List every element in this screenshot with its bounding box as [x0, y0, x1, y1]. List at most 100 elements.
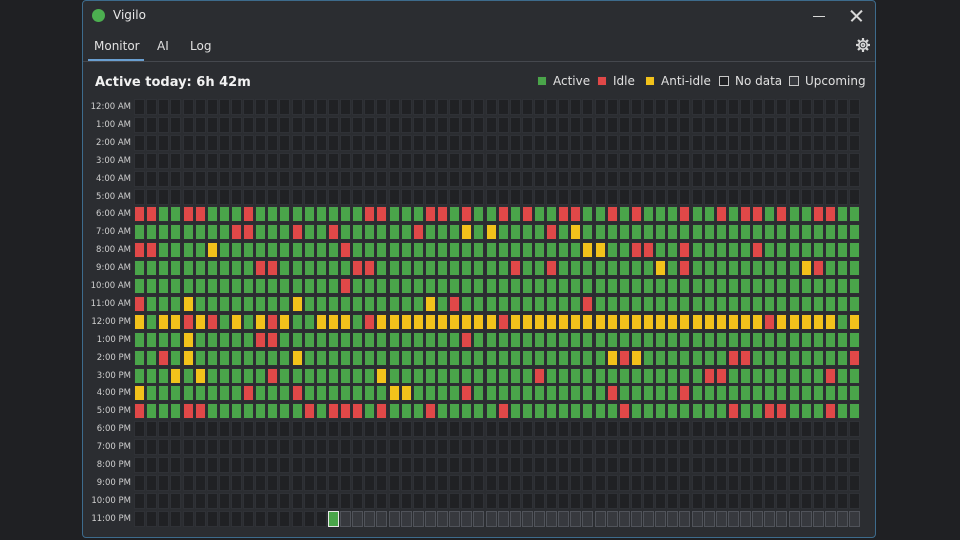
cell-no-data[interactable] — [340, 457, 351, 473]
cell-active[interactable] — [352, 385, 364, 402]
cell-active[interactable] — [691, 331, 703, 348]
cell-active[interactable] — [679, 403, 691, 420]
cell-no-data[interactable] — [376, 152, 388, 169]
cell-active[interactable] — [764, 224, 776, 241]
cell-active[interactable] — [594, 206, 606, 223]
cell-active[interactable] — [279, 349, 291, 366]
cell-no-data[interactable] — [340, 474, 351, 491]
cell-anti-idle[interactable] — [788, 313, 800, 330]
cell-active[interactable] — [424, 331, 436, 348]
cell-no-data[interactable] — [703, 421, 715, 438]
cell-active[interactable] — [679, 349, 691, 366]
cell-no-data[interactable] — [558, 116, 570, 133]
cell-no-data[interactable] — [727, 116, 739, 133]
cell-active[interactable] — [158, 295, 170, 312]
cell-idle[interactable] — [812, 206, 824, 223]
cell-no-data[interactable] — [546, 99, 558, 115]
cell-upcoming[interactable] — [461, 510, 473, 527]
cell-idle[interactable] — [630, 206, 642, 223]
cell-active[interactable] — [170, 349, 182, 366]
cell-idle[interactable] — [521, 206, 533, 223]
cell-no-data[interactable] — [400, 116, 412, 133]
cell-active[interactable] — [327, 278, 339, 294]
cell-no-data[interactable] — [764, 170, 776, 187]
cell-active[interactable] — [655, 242, 667, 259]
cell-no-data[interactable] — [558, 474, 570, 491]
cell-no-data[interactable] — [521, 474, 533, 491]
cell-active[interactable] — [727, 224, 739, 241]
cell-active[interactable] — [315, 331, 327, 348]
cell-active[interactable] — [243, 242, 255, 259]
cell-no-data[interactable] — [800, 474, 812, 491]
cell-active[interactable] — [340, 260, 351, 277]
cell-active[interactable] — [437, 295, 448, 312]
cell-no-data[interactable] — [267, 152, 279, 169]
cell-no-data[interactable] — [243, 116, 255, 133]
cell-active[interactable] — [752, 331, 764, 348]
cell-no-data[interactable] — [146, 116, 158, 133]
cell-no-data[interactable] — [509, 134, 521, 151]
cell-active[interactable] — [715, 224, 727, 241]
cell-no-data[interactable] — [352, 116, 364, 133]
cell-no-data[interactable] — [534, 99, 545, 115]
cell-active[interactable] — [703, 385, 715, 402]
cell-active[interactable] — [703, 349, 715, 366]
cell-no-data[interactable] — [776, 152, 788, 169]
cell-no-data[interactable] — [376, 492, 388, 509]
cell-no-data[interactable] — [703, 474, 715, 491]
cell-active[interactable] — [231, 260, 242, 277]
cell-no-data[interactable] — [776, 99, 788, 115]
cell-no-data[interactable] — [715, 188, 727, 205]
cell-no-data[interactable] — [485, 188, 497, 205]
cell-active[interactable] — [146, 367, 158, 384]
cell-no-data[interactable] — [182, 474, 194, 491]
cell-no-data[interactable] — [727, 188, 739, 205]
cell-active[interactable] — [570, 295, 582, 312]
cell-active[interactable] — [327, 385, 339, 402]
cell-anti-idle[interactable] — [727, 313, 739, 330]
cell-active[interactable] — [509, 385, 521, 402]
cell-no-data[interactable] — [643, 134, 654, 151]
cell-active[interactable] — [800, 349, 812, 366]
cell-active[interactable] — [437, 242, 448, 259]
cell-no-data[interactable] — [267, 492, 279, 509]
cell-active[interactable] — [388, 278, 400, 294]
cell-active[interactable] — [570, 367, 582, 384]
cell-no-data[interactable] — [194, 474, 206, 491]
cell-no-data[interactable] — [521, 457, 533, 473]
cell-active[interactable] — [158, 367, 170, 384]
cell-no-data[interactable] — [437, 170, 448, 187]
cell-active[interactable] — [449, 242, 461, 259]
cell-no-data[interactable] — [740, 170, 751, 187]
cell-upcoming[interactable] — [752, 510, 764, 527]
cell-active[interactable] — [534, 331, 545, 348]
cell-active[interactable] — [255, 224, 267, 241]
cell-idle[interactable] — [291, 385, 303, 402]
cell-active[interactable] — [727, 295, 739, 312]
cell-active[interactable] — [837, 367, 848, 384]
cell-idle[interactable] — [364, 260, 376, 277]
cell-no-data[interactable] — [764, 134, 776, 151]
cell-no-data[interactable] — [400, 188, 412, 205]
cell-no-data[interactable] — [218, 116, 230, 133]
cell-anti-idle[interactable] — [558, 313, 570, 330]
cell-no-data[interactable] — [594, 492, 606, 509]
cell-no-data[interactable] — [170, 170, 182, 187]
cell-active[interactable] — [497, 278, 509, 294]
cell-active[interactable] — [243, 403, 255, 420]
cell-no-data[interactable] — [497, 152, 509, 169]
cell-no-data[interactable] — [134, 170, 145, 187]
cell-no-data[interactable] — [824, 152, 836, 169]
cell-active[interactable] — [255, 278, 267, 294]
cell-no-data[interactable] — [412, 116, 424, 133]
cell-anti-idle[interactable] — [812, 313, 824, 330]
cell-no-data[interactable] — [727, 421, 739, 438]
cell-active[interactable] — [800, 385, 812, 402]
cell-active[interactable] — [303, 349, 315, 366]
cell-no-data[interactable] — [582, 134, 594, 151]
cell-no-data[interactable] — [812, 134, 824, 151]
cell-active[interactable] — [776, 331, 788, 348]
cell-active[interactable] — [582, 278, 594, 294]
cell-active[interactable] — [231, 206, 242, 223]
cell-no-data[interactable] — [364, 134, 376, 151]
